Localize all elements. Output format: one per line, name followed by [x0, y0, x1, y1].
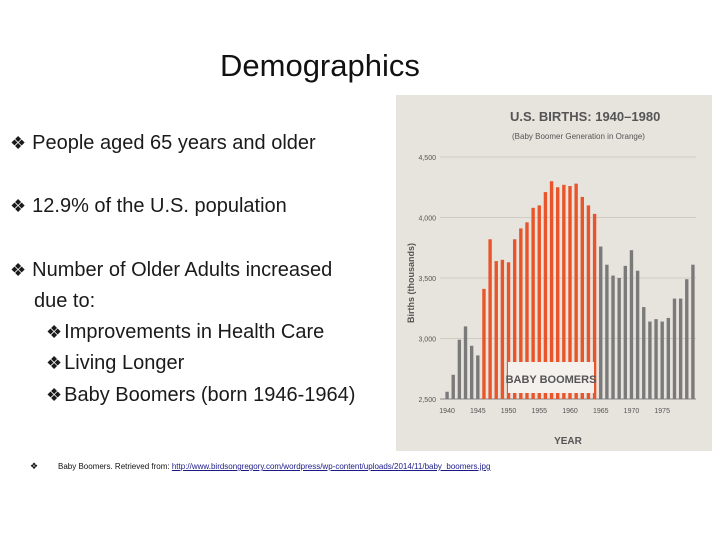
x-tick-label: 1970 — [624, 408, 640, 415]
diamond-bullet-icon: ❖ — [10, 196, 27, 216]
bar-1943 — [463, 326, 468, 399]
bar-1963 — [586, 205, 591, 399]
x-tick-label: 1955 — [531, 408, 547, 415]
bar-1951 — [512, 239, 517, 399]
y-axis-label: Births (thousands) — [406, 243, 416, 323]
y-tick-label: 4,500 — [418, 155, 436, 162]
bullet-text: Living Longer — [64, 352, 185, 374]
citation-link[interactable]: http://www.birdsongregory.com/wordpress/… — [171, 462, 491, 471]
bar-1969 — [623, 265, 628, 399]
bar-1968 — [617, 278, 621, 399]
sub-bullet-item: ❖ Living Longer — [46, 351, 184, 375]
bar-1975 — [660, 321, 664, 399]
bar-1940 — [445, 391, 449, 399]
bar-1972 — [642, 307, 646, 399]
bullet-item: ❖ 12.9% of the U.S. population — [10, 194, 287, 218]
bar-1961 — [574, 183, 578, 399]
diamond-bullet-icon: ❖ — [10, 133, 27, 153]
bar-1948 — [494, 261, 498, 399]
chart-subtitle: (Baby Boomer Generation in Orange) — [512, 132, 645, 141]
bar-1980 — [691, 264, 695, 399]
x-tick-label: 1940 — [439, 408, 455, 415]
bar-1953 — [525, 222, 529, 399]
bar-1952 — [519, 228, 523, 399]
bar-1974 — [654, 319, 658, 399]
bar-1942 — [457, 339, 462, 399]
y-tick-label: 4,000 — [418, 216, 436, 223]
bar-1958 — [556, 187, 560, 399]
bar-1959 — [562, 184, 566, 399]
bar-1955 — [537, 205, 541, 399]
bullet-item: ❖ People aged 65 years and older — [10, 131, 316, 155]
sub-bullet-item: ❖ Baby Boomers (born 1946-1964) — [46, 383, 355, 407]
y-tick-label: 3,500 — [418, 276, 436, 283]
slide-title: Demographics — [220, 48, 420, 83]
chart-background — [396, 95, 712, 451]
bar-1979 — [685, 279, 689, 399]
bar-1971 — [635, 270, 640, 399]
citation: ❖ Baby Boomers. Retrieved from: http://w… — [30, 461, 491, 471]
bar-1978 — [678, 298, 683, 399]
bullet-text: Baby Boomers (born 1946-1964) — [64, 384, 356, 406]
chart-annotation: BABY BOOMERS — [506, 374, 597, 386]
bar-1956 — [543, 192, 548, 399]
bar-1957 — [549, 181, 554, 399]
bullet-text: People aged 65 years and older — [32, 132, 316, 154]
births-chart: U.S. BIRTHS: 1940–1980 (Baby Boomer Gene… — [396, 95, 712, 451]
diamond-bullet-icon: ❖ — [46, 353, 63, 373]
x-tick-label: 1975 — [654, 408, 670, 415]
bar-1973 — [648, 321, 652, 399]
y-tick-label: 2,500 — [418, 397, 436, 404]
x-tick-label: 1965 — [593, 408, 609, 415]
bar-1965 — [599, 246, 603, 399]
bar-1945 — [476, 355, 480, 399]
diamond-bullet-icon: ❖ — [30, 461, 39, 471]
bar-1941 — [451, 374, 455, 399]
bar-1946 — [482, 288, 486, 399]
bullet-item: ❖ Number of Older Adults increased — [10, 258, 332, 282]
x-tick-label: 1960 — [562, 408, 578, 415]
bar-1960 — [568, 186, 572, 399]
bullet-continuation: due to: — [34, 289, 95, 313]
x-axis-label: YEAR — [554, 436, 583, 447]
sub-bullet-item: ❖ Improvements in Health Care — [46, 320, 324, 344]
bar-1950 — [506, 262, 511, 399]
y-tick-label: 3,000 — [418, 337, 436, 344]
citation-text: Baby Boomers. Retrieved from: — [58, 462, 170, 471]
bullet-text: Number of Older Adults increased — [32, 259, 333, 281]
bullet-text: due to: — [34, 290, 96, 312]
bar-1962 — [580, 196, 584, 399]
x-tick-label: 1950 — [501, 408, 517, 415]
x-tick-label: 1945 — [470, 408, 486, 415]
bar-1976 — [666, 317, 671, 399]
bar-1954 — [531, 207, 535, 399]
bar-1977 — [672, 298, 677, 399]
bar-1949 — [500, 259, 505, 399]
diamond-bullet-icon: ❖ — [10, 260, 27, 280]
annotation-box — [508, 362, 594, 393]
bar-1967 — [611, 275, 615, 399]
bar-1966 — [605, 264, 609, 399]
bar-1944 — [469, 345, 474, 399]
diamond-bullet-icon: ❖ — [46, 385, 63, 405]
bar-1970 — [629, 250, 634, 399]
bullet-text: 12.9% of the U.S. population — [32, 195, 287, 217]
chart-title: U.S. BIRTHS: 1940–1980 — [510, 109, 660, 124]
bar-1964 — [592, 213, 597, 399]
bar-1947 — [488, 239, 492, 399]
diamond-bullet-icon: ❖ — [46, 322, 63, 342]
bullet-text: Improvements in Health Care — [64, 321, 325, 343]
